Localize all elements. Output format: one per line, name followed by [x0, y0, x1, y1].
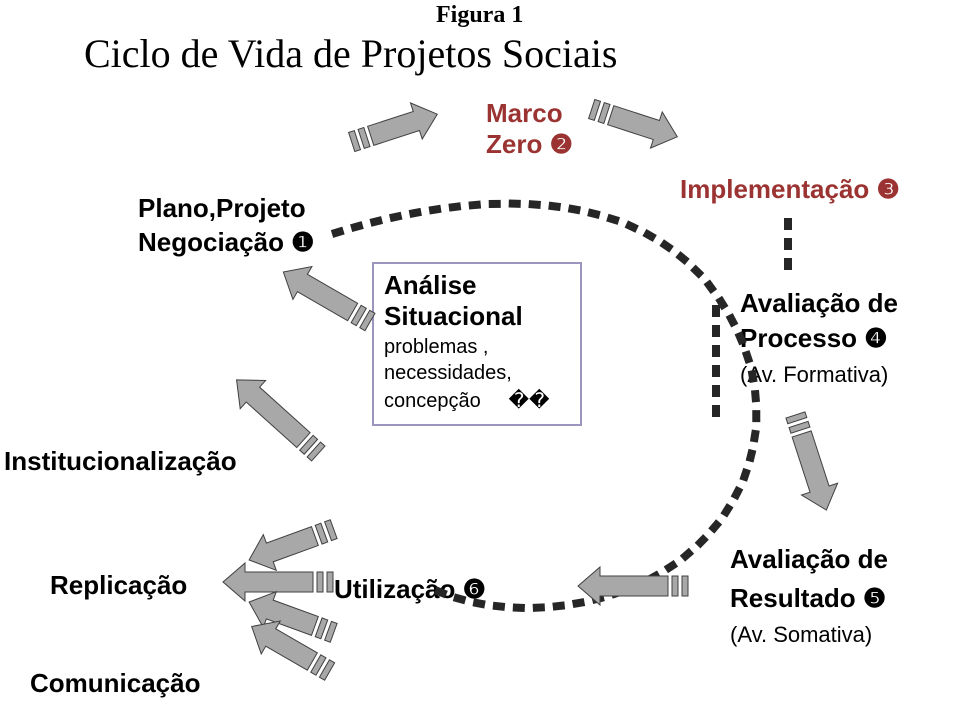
node-avaliacao-resultado: Avaliação de Resultado ❺ (Av. Somativa)	[730, 540, 888, 651]
node-marco-zero-l2: Zero ❷	[486, 129, 573, 160]
node-plano: Plano,Projeto Negociação ❶	[138, 192, 314, 260]
node-utilizacao: Utilização ❻	[334, 574, 486, 605]
node-avres-l2: Resultado ❺	[730, 579, 888, 618]
node-implementacao-text: Implementação ❸	[680, 174, 900, 204]
node-avaliacao-processo: Avaliação de Processo ❹ (Av. Formativa)	[740, 286, 898, 390]
node-avres-l1: Avaliação de	[730, 540, 888, 579]
node-analise-l5: concepção ��	[384, 386, 570, 416]
node-avproc-l2: Processo ❹	[740, 321, 898, 356]
node-replicacao: Replicação	[50, 570, 187, 601]
node-analise-l3: problemas ,	[384, 334, 570, 360]
node-analise-l2: Situacional	[384, 301, 570, 332]
node-marco-zero: Marco Zero ❷	[486, 98, 573, 160]
node-avproc-l1: Avaliação de	[740, 286, 898, 321]
node-comunicacao: Comunicação	[30, 668, 201, 699]
page-title: Ciclo de Vida de Projetos Sociais	[84, 30, 617, 77]
node-institucionalizacao: Institucionalização	[4, 446, 237, 477]
node-utilizacao-text: Utilização ❻	[334, 574, 486, 604]
node-replicacao-text: Replicação	[50, 570, 187, 600]
page-title-text: Ciclo de Vida de Projetos Sociais	[84, 31, 617, 76]
node-implementacao: Implementação ❸	[680, 174, 900, 205]
figure-label: Figura 1	[436, 2, 523, 29]
node-analise-l1: Análise	[384, 270, 570, 301]
node-avproc-l3: (Av. Formativa)	[740, 360, 898, 390]
node-plano-l2: Negociação ❶	[138, 226, 314, 260]
node-plano-l1: Plano,Projeto	[138, 192, 314, 226]
node-marco-zero-l1: Marco	[486, 98, 573, 129]
node-analise-l4: necessidades,	[384, 360, 570, 386]
node-analise-box: Análise Situacional problemas , necessid…	[372, 262, 582, 426]
node-avres-l3: (Av. Somativa)	[730, 618, 888, 651]
node-comunicacao-text: Comunicação	[30, 668, 201, 698]
figure-label-text: Figura 1	[436, 2, 523, 28]
node-institucionalizacao-text: Institucionalização	[4, 446, 237, 476]
